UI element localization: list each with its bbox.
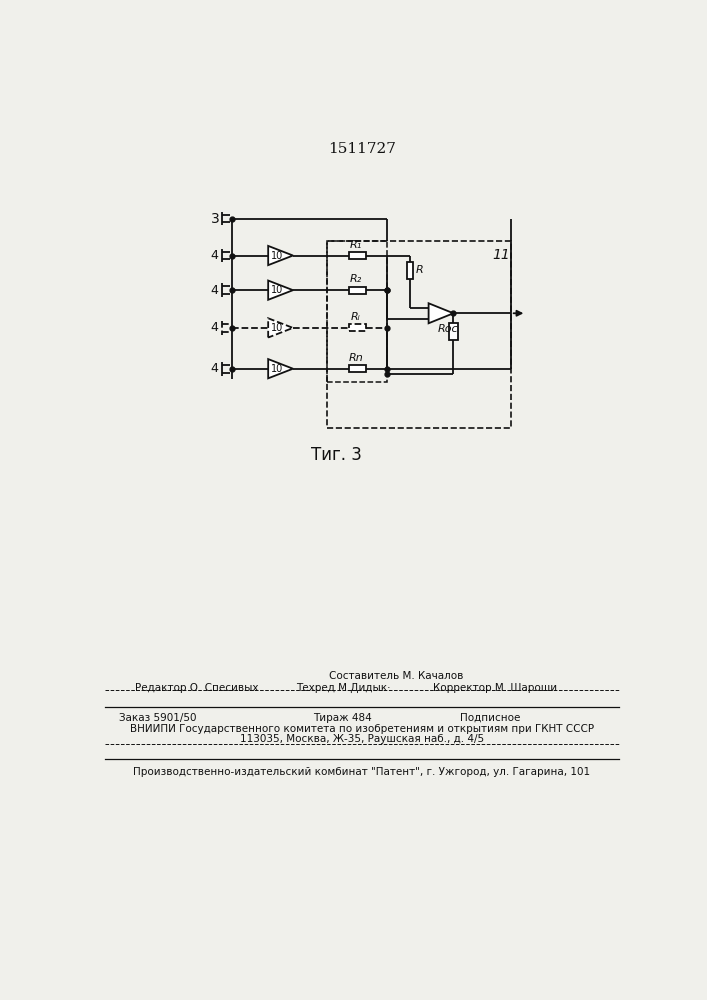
Polygon shape: [428, 303, 453, 323]
Text: 113035, Москва, Ж-35, Раушская наб., д. 4/5: 113035, Москва, Ж-35, Раушская наб., д. …: [240, 734, 484, 744]
Polygon shape: [268, 359, 293, 378]
Polygon shape: [268, 281, 293, 300]
Polygon shape: [268, 246, 293, 265]
Bar: [349, 324, 366, 331]
Text: R: R: [416, 265, 424, 275]
Text: ВНИИПИ Государственного комитета по изобретениям и открытиям при ГКНТ СССР: ВНИИПИ Государственного комитета по изоб…: [130, 724, 594, 734]
Bar: [327, 241, 387, 382]
Text: Производственно-издательский комбинат "Патент", г. Ужгород, ул. Гагарина, 101: Производственно-издательский комбинат "П…: [134, 767, 590, 777]
Bar: [407, 262, 414, 279]
Text: 10: 10: [271, 251, 284, 261]
Text: 4: 4: [210, 362, 218, 375]
Text: R₁: R₁: [350, 240, 362, 250]
Text: 1511727: 1511727: [328, 142, 396, 156]
Bar: [449, 323, 457, 340]
Text: 10: 10: [271, 323, 284, 333]
Bar: [349, 287, 366, 294]
Bar: [327, 241, 510, 428]
Text: Roc: Roc: [438, 324, 459, 334]
Text: Rᵢ: Rᵢ: [351, 312, 361, 322]
Text: Корректор М. Шароши: Корректор М. Шароши: [433, 683, 557, 693]
Text: 10: 10: [271, 364, 284, 374]
Text: Тираж 484: Тираж 484: [313, 713, 372, 723]
Text: Техред М.Дидык·: Техред М.Дидык·: [296, 683, 390, 693]
Text: Редактор О. Спесивых: Редактор О. Спесивых: [135, 683, 258, 693]
Text: Составитель М. Качалов: Составитель М. Качалов: [329, 671, 463, 681]
Text: 4: 4: [210, 321, 218, 334]
Text: Подписное: Подписное: [460, 713, 521, 723]
Text: R₂: R₂: [350, 274, 362, 284]
Text: Заказ 5901/50: Заказ 5901/50: [119, 713, 197, 723]
Text: 4: 4: [210, 284, 218, 297]
Bar: [349, 365, 366, 372]
Text: Rn: Rn: [349, 353, 363, 363]
Text: 3: 3: [211, 212, 219, 226]
Text: 10: 10: [271, 285, 284, 295]
Bar: [349, 252, 366, 259]
Text: 11: 11: [493, 248, 510, 262]
Text: Τиг. 3: Τиг. 3: [311, 446, 362, 464]
Polygon shape: [268, 318, 293, 338]
Text: 4: 4: [210, 249, 218, 262]
